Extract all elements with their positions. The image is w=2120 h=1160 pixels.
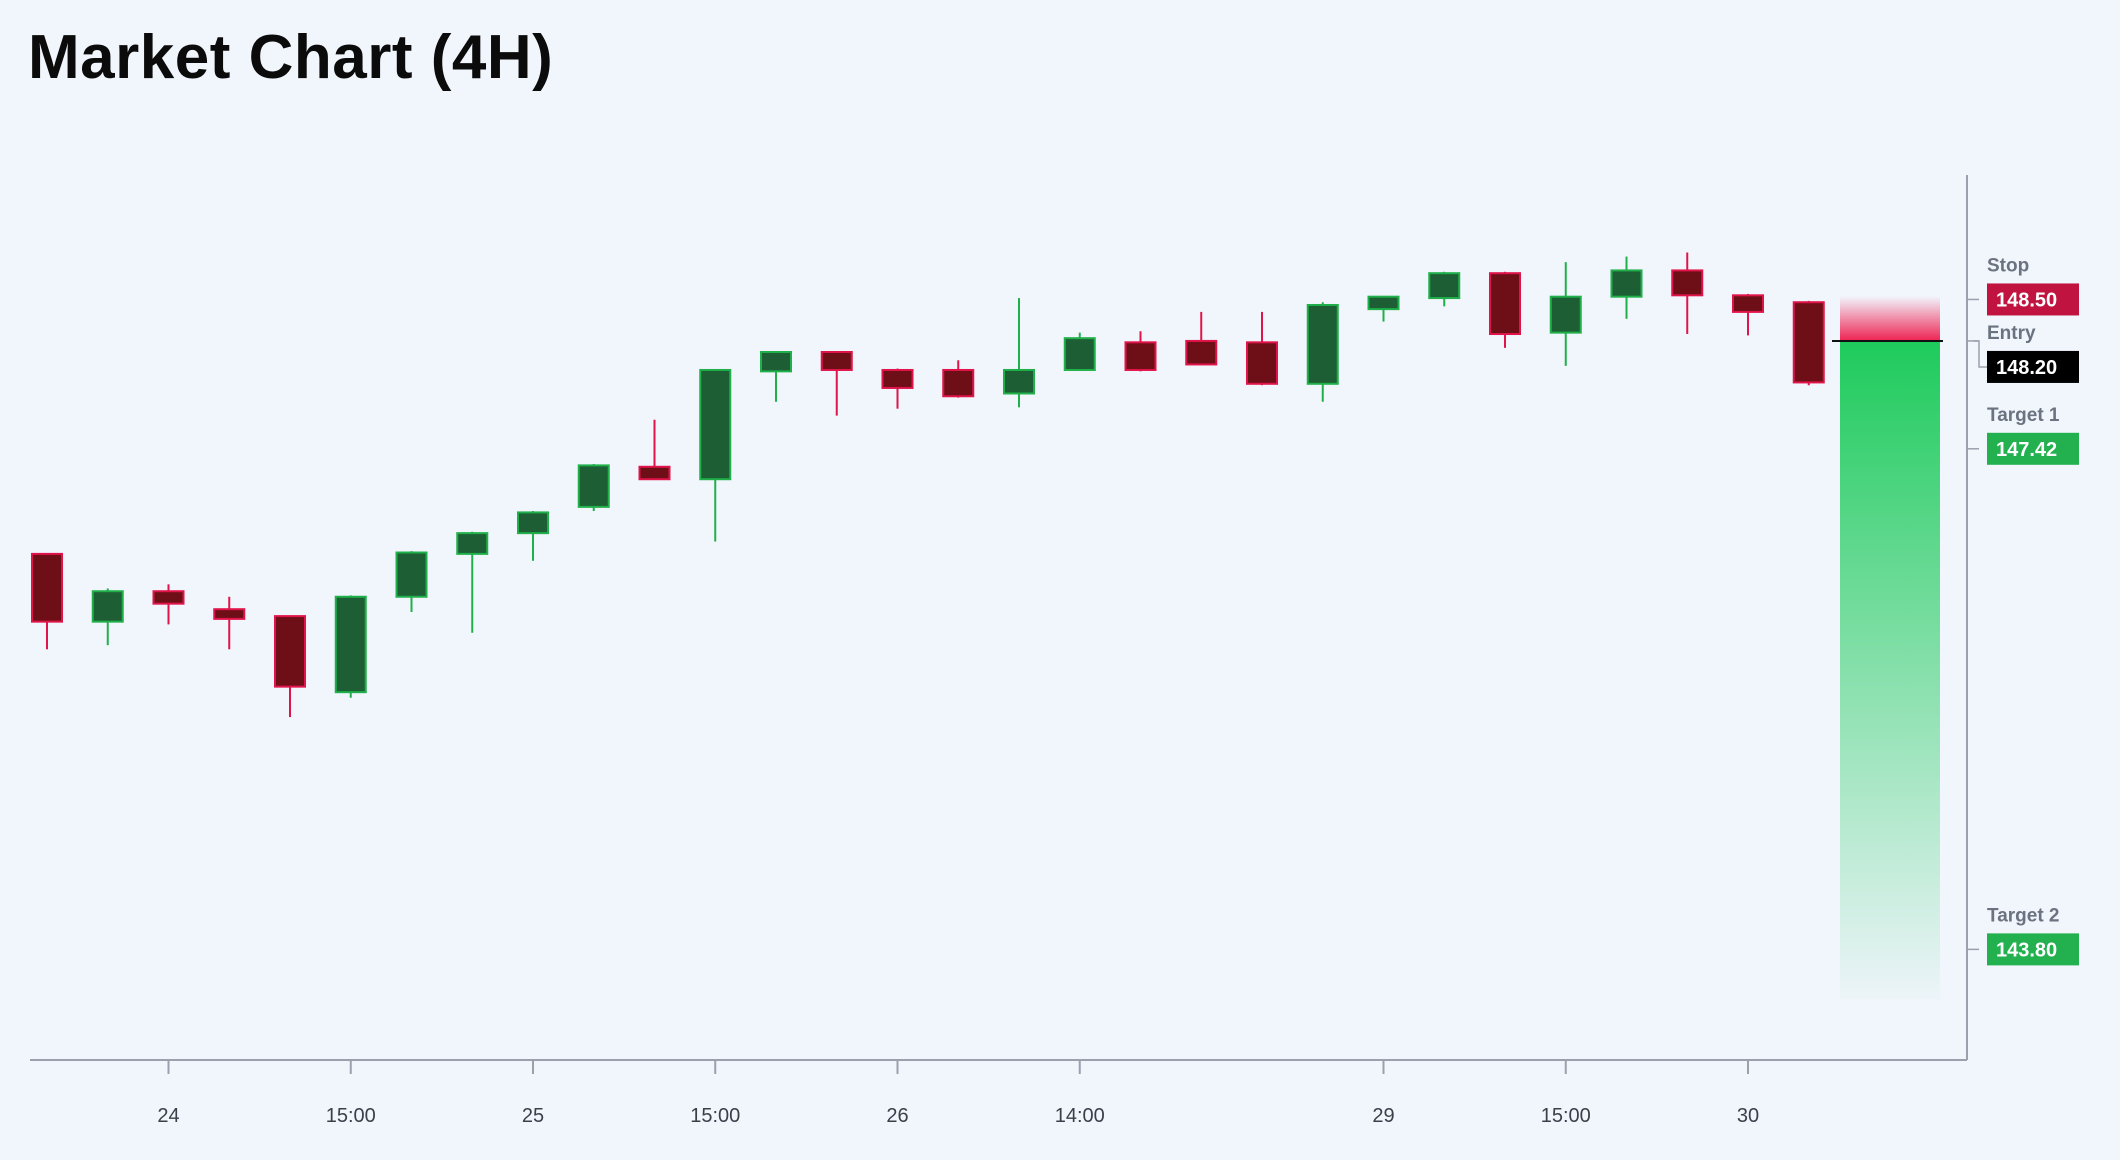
level-name: Entry xyxy=(1987,323,2036,344)
candle-body xyxy=(1792,301,1825,384)
candle-body xyxy=(699,368,732,481)
x-tick-label: 29 xyxy=(1372,1105,1394,1127)
candle xyxy=(1185,311,1218,366)
candle xyxy=(1792,300,1825,386)
candle xyxy=(942,360,975,398)
candle xyxy=(699,368,732,542)
candle xyxy=(395,551,428,612)
candle xyxy=(1246,311,1278,386)
level-target-2: Target 2 143.80 xyxy=(1967,905,2079,966)
candle-body xyxy=(1671,269,1704,297)
candles-group xyxy=(31,252,1825,718)
x-tick-label: 15:00 xyxy=(326,1105,376,1127)
candle-body xyxy=(213,608,246,620)
level-value: 148.50 xyxy=(1996,289,2057,311)
candle-body xyxy=(1124,341,1157,371)
candle-body xyxy=(274,615,306,688)
candle xyxy=(1124,331,1157,372)
level-connector xyxy=(1973,340,1987,368)
candle-body xyxy=(942,368,975,398)
reward-zone xyxy=(1840,340,1940,1000)
candle-body xyxy=(577,464,610,508)
candle xyxy=(1732,293,1764,336)
level-value: 148.20 xyxy=(1996,357,2057,379)
candle xyxy=(334,595,367,698)
candle-body xyxy=(1367,295,1400,311)
candle-body xyxy=(456,532,489,555)
candle xyxy=(1306,302,1339,402)
level-name: Target 2 xyxy=(1987,905,2060,926)
candle-body xyxy=(1185,339,1218,366)
candle-body xyxy=(517,511,549,535)
level-name: Stop xyxy=(1987,255,2029,276)
chart-title: Market Chart (4H) xyxy=(28,23,554,92)
x-tick-label: 15:00 xyxy=(1541,1105,1591,1127)
candle-body xyxy=(1610,269,1643,298)
candle-body xyxy=(152,590,185,605)
candle xyxy=(1610,256,1643,319)
candle-body xyxy=(760,351,792,373)
candle xyxy=(152,584,185,625)
candle-body xyxy=(1428,272,1461,300)
candle xyxy=(213,596,246,650)
level-badge xyxy=(1987,350,2079,383)
candle xyxy=(456,531,489,633)
x-tick-label: 15:00 xyxy=(690,1105,740,1127)
candle xyxy=(1003,298,1035,408)
x-tick-label: 26 xyxy=(886,1105,908,1127)
candle-body xyxy=(881,368,914,389)
candle-body xyxy=(1063,337,1096,371)
candle-body xyxy=(1306,303,1339,385)
level-badge xyxy=(1987,283,2079,316)
candle xyxy=(1428,271,1461,307)
x-tick-label: 24 xyxy=(157,1105,179,1127)
x-tick-label: 25 xyxy=(522,1105,544,1127)
candle xyxy=(638,419,671,481)
candle xyxy=(517,511,549,561)
level-entry: Entry 148.20 xyxy=(1967,323,2079,383)
level-name: Target 1 xyxy=(1987,405,2060,426)
candle-body xyxy=(1489,272,1521,336)
candle-body xyxy=(1003,368,1035,395)
risk-zone xyxy=(1840,296,1940,341)
candle-body xyxy=(395,551,428,598)
x-tick-label: 14:00 xyxy=(1055,1105,1105,1127)
candle xyxy=(881,368,914,409)
candle-body xyxy=(1246,341,1278,385)
candle xyxy=(1367,295,1400,322)
candle-body xyxy=(1549,295,1582,334)
level-badge xyxy=(1987,432,2079,465)
candle xyxy=(31,552,63,650)
level-value: 143.80 xyxy=(1996,939,2057,961)
candle-body xyxy=(91,590,124,623)
candle xyxy=(1063,332,1096,371)
candle-body xyxy=(820,351,853,371)
candle xyxy=(577,464,610,512)
candle xyxy=(91,588,124,646)
risk-reward-zones xyxy=(1832,296,1943,1000)
level-stop: Stop 148.50 xyxy=(1967,255,2079,316)
candle-body xyxy=(1732,294,1764,313)
axes-group: 24 15:00 25 15:00 26 14:00 29 15:00 30 xyxy=(30,175,1968,1127)
level-target-1: Target 1 147.42 xyxy=(1967,405,2079,465)
candle xyxy=(1489,271,1521,348)
x-tick-label: 30 xyxy=(1737,1105,1759,1127)
candle-body xyxy=(334,595,367,694)
level-value: 147.42 xyxy=(1996,439,2057,461)
candle xyxy=(820,351,853,416)
candle xyxy=(1671,252,1704,335)
candle-body xyxy=(31,552,63,623)
candle-body xyxy=(638,465,671,481)
candle xyxy=(274,615,306,718)
candle xyxy=(760,351,792,402)
level-badge xyxy=(1987,933,2079,966)
candle xyxy=(1549,262,1582,366)
